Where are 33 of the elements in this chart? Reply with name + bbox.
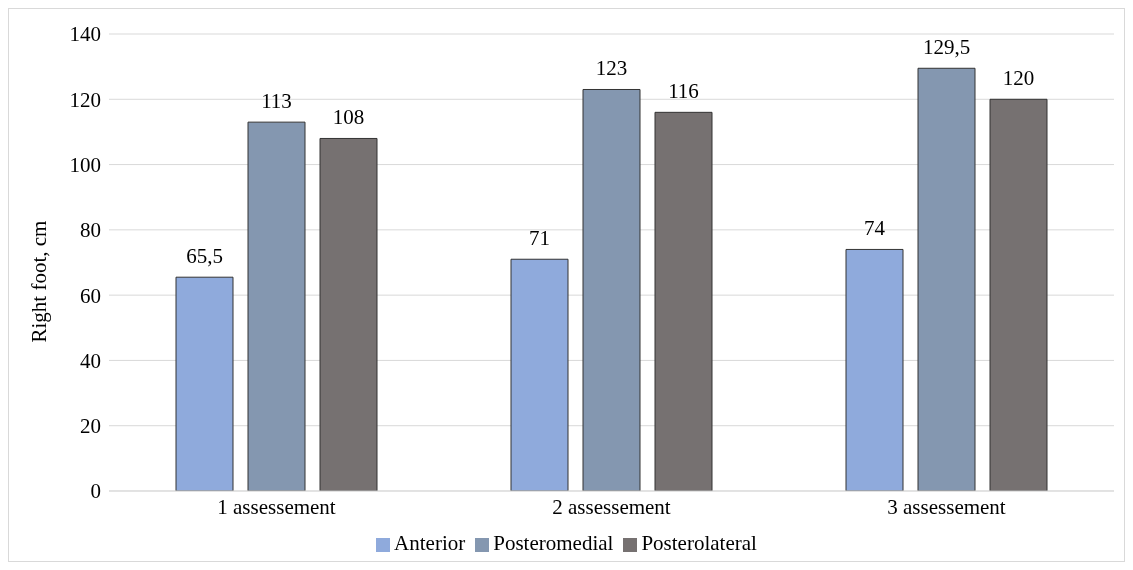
data-label: 108: [332, 105, 365, 130]
y-tick-label: 140: [69, 22, 101, 47]
data-label: 65,5: [186, 244, 223, 269]
legend-label: Posteromedial: [493, 531, 614, 555]
legend-label: Anterior: [394, 531, 466, 555]
data-label: 74: [864, 216, 886, 241]
x-tick-label: 3 assessement: [887, 494, 1006, 519]
y-tick-label: 120: [69, 87, 101, 112]
bar: [654, 111, 713, 491]
y-axis-title: Right foot, cm: [27, 220, 52, 343]
bar: [845, 248, 904, 491]
x-tick-label: 1 assessement: [217, 494, 336, 519]
bar: [989, 98, 1048, 491]
bar: [247, 121, 306, 491]
y-tick-label: 100: [69, 153, 101, 178]
data-label: 129,5: [922, 35, 971, 60]
data-label: 71: [529, 226, 550, 251]
y-tick-label: 40: [80, 348, 101, 373]
y-tick-label: 0: [90, 479, 101, 504]
y-tick-label: 80: [80, 218, 101, 243]
bar: [319, 137, 378, 491]
data-label: 123: [595, 56, 628, 81]
bar: [582, 88, 641, 491]
bar: [175, 276, 234, 491]
legend-label: Posterolateral: [641, 531, 757, 555]
data-label: 120: [1002, 66, 1035, 91]
data-label: 116: [668, 79, 699, 104]
y-tick-label: 20: [80, 414, 101, 439]
x-tick-label: 2 assessement: [552, 494, 671, 519]
data-label: 113: [261, 89, 292, 114]
bar: [917, 67, 976, 491]
bar: [510, 258, 569, 491]
y-tick-label: 60: [80, 283, 101, 308]
